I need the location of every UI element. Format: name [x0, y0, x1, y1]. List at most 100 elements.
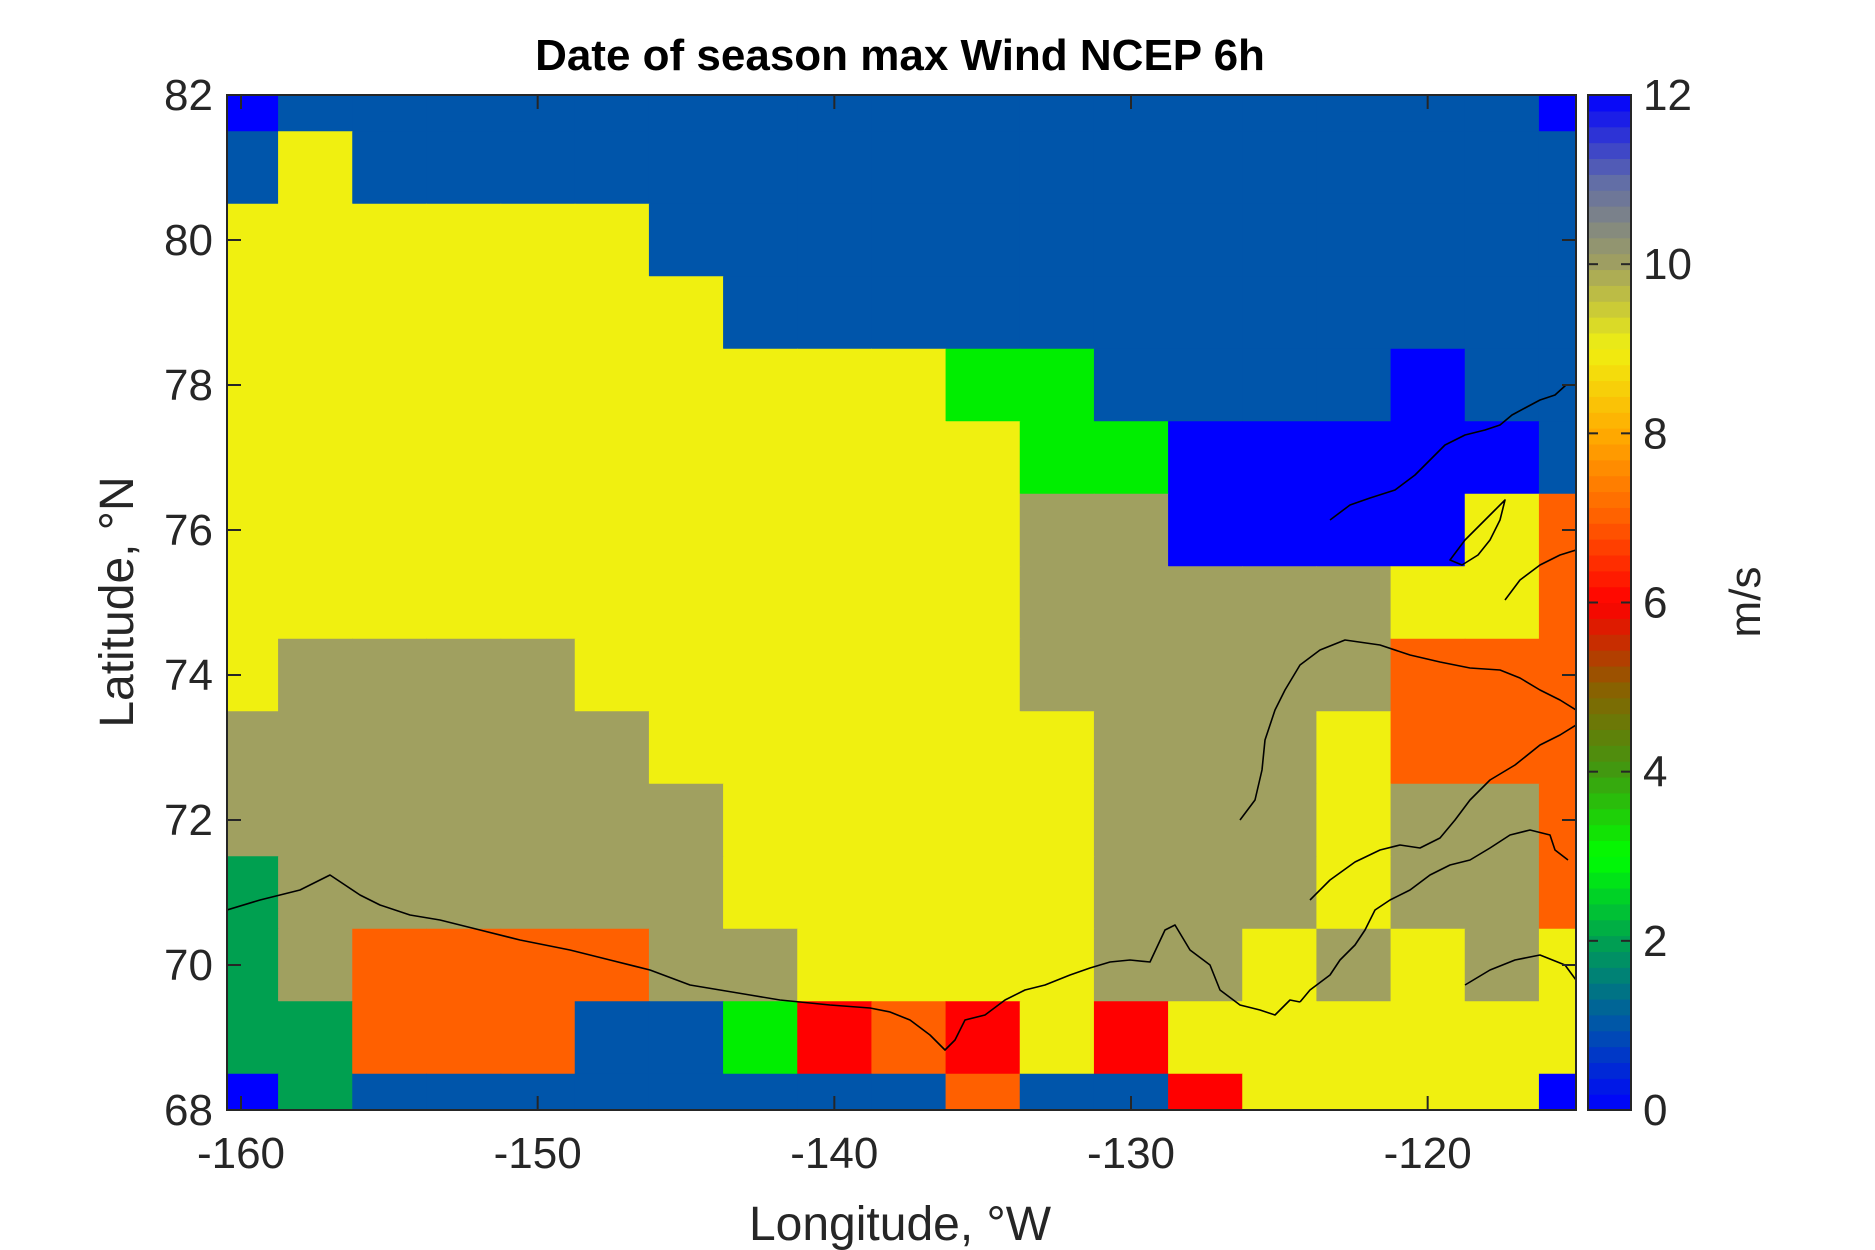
heatmap-cell [227, 566, 279, 640]
colorbar-segment [1588, 396, 1631, 413]
delta-coastline [1299, 829, 1569, 1003]
heatmap-cell [500, 493, 576, 567]
heatmap-cell [797, 348, 873, 422]
colorbar-segment [1588, 301, 1631, 318]
heatmap-cell [426, 131, 502, 205]
heatmap-cell [1168, 856, 1243, 930]
heatmap-cell [352, 203, 428, 277]
colorbar-segment [1588, 856, 1631, 873]
heatmap-cell [352, 711, 428, 785]
colorbar-segment [1588, 903, 1631, 921]
heatmap-cell [797, 131, 873, 205]
heatmap-cell [723, 783, 798, 857]
heatmap-cell [278, 566, 353, 640]
colorbar-tick-label: 2 [1643, 917, 1667, 966]
heatmap-cell [1538, 711, 1576, 785]
heatmap-cell [1019, 856, 1095, 930]
heatmap-cell [1019, 1073, 1095, 1110]
arctic-island-coastline [1329, 384, 1567, 521]
heatmap-cell [227, 1001, 279, 1075]
colorbar-segment [1588, 507, 1631, 524]
heatmap-cell [871, 783, 947, 857]
heatmap-cell [227, 203, 279, 277]
heatmap-cell [1316, 203, 1392, 277]
y-tick-label: 74 [164, 651, 213, 700]
colorbar-segment [1588, 1078, 1631, 1095]
colorbar-segment [1588, 665, 1631, 683]
heatmap-cell [797, 928, 873, 1002]
colorbar-segment [1588, 586, 1631, 604]
heatmap-cell [1316, 131, 1392, 205]
heatmap-cell [1168, 95, 1243, 132]
heatmap-cell [227, 928, 279, 1002]
colorbar-segment [1588, 808, 1631, 826]
coastline-overlay [227, 384, 1576, 1051]
heatmap-cell [1093, 638, 1169, 712]
heatmap-cell [1242, 856, 1318, 930]
heatmap-cell [1464, 1001, 1540, 1075]
heatmap-cell [723, 566, 798, 640]
heatmap-cell [574, 711, 650, 785]
heatmap-cell [1168, 1001, 1243, 1075]
colorbar-label: m/s [1721, 567, 1770, 638]
amundsen-coastline [1464, 954, 1576, 986]
heatmap-cell [227, 638, 279, 712]
heatmap-cell [1019, 638, 1095, 712]
heatmap-cell [1316, 421, 1392, 495]
heatmap-cell [797, 493, 873, 567]
heatmap-cell [1390, 131, 1466, 205]
colorbar-segment [1588, 95, 1631, 112]
heatmap-cell [1242, 276, 1318, 350]
heatmap-cell [227, 348, 279, 422]
colorbar-segment [1588, 697, 1631, 715]
colorbar-segment [1588, 1014, 1631, 1032]
heatmap-cell [278, 421, 353, 495]
x-axis-ticks: -160 -150 -140 -130 -120 [197, 95, 1472, 1178]
heatmap-cell [1168, 711, 1243, 785]
heatmap-cell [1242, 348, 1318, 422]
heatmap-cell [1390, 928, 1466, 1002]
heatmap-cell [871, 95, 947, 132]
heatmap-cell [426, 638, 502, 712]
colorbar-segment [1588, 237, 1631, 255]
heatmap-cell [352, 493, 428, 567]
heatmap-cell [227, 421, 279, 495]
heatmap-cell [574, 276, 650, 350]
colorbar-segment [1588, 190, 1631, 207]
heatmap-cell [1390, 493, 1466, 567]
heatmap-cell [1242, 421, 1318, 495]
heatmap-cell [1019, 928, 1095, 1002]
heatmap-cell [1316, 348, 1392, 422]
heatmap-cell [648, 1001, 724, 1075]
y-tick-label: 76 [164, 506, 213, 555]
colorbar-segment [1588, 887, 1631, 905]
colorbar-segment [1588, 761, 1631, 778]
heatmap-cell [1538, 95, 1576, 132]
colorbar-segment [1588, 332, 1631, 350]
heatmap-cell [352, 566, 428, 640]
colorbar-tick-label: 10 [1643, 240, 1692, 289]
colorbar-segment [1588, 523, 1631, 540]
heatmap-cell [426, 348, 502, 422]
x-tick-label: -160 [197, 1129, 285, 1178]
colorbar-segment [1588, 491, 1631, 508]
heatmap-cell [1464, 131, 1540, 205]
heatmap-cell [278, 783, 353, 857]
colorbar-segment [1588, 1094, 1631, 1111]
heatmap-cell [1242, 493, 1318, 567]
heatmap-cell [1390, 711, 1466, 785]
heatmap-cell [1390, 203, 1466, 277]
heatmap-cell [871, 711, 947, 785]
heatmap-cell [945, 638, 1021, 712]
heatmap-cell [227, 711, 279, 785]
heatmap-cell [871, 421, 947, 495]
heatmap-cell [574, 783, 650, 857]
heatmap-cells [227, 95, 1576, 1110]
colorbar-segment [1588, 459, 1631, 477]
heatmap-cell [227, 856, 279, 930]
heatmap-cell [500, 276, 576, 350]
heatmap-cell [945, 276, 1021, 350]
heatmap-cell [1093, 276, 1169, 350]
heatmap-cell [797, 566, 873, 640]
